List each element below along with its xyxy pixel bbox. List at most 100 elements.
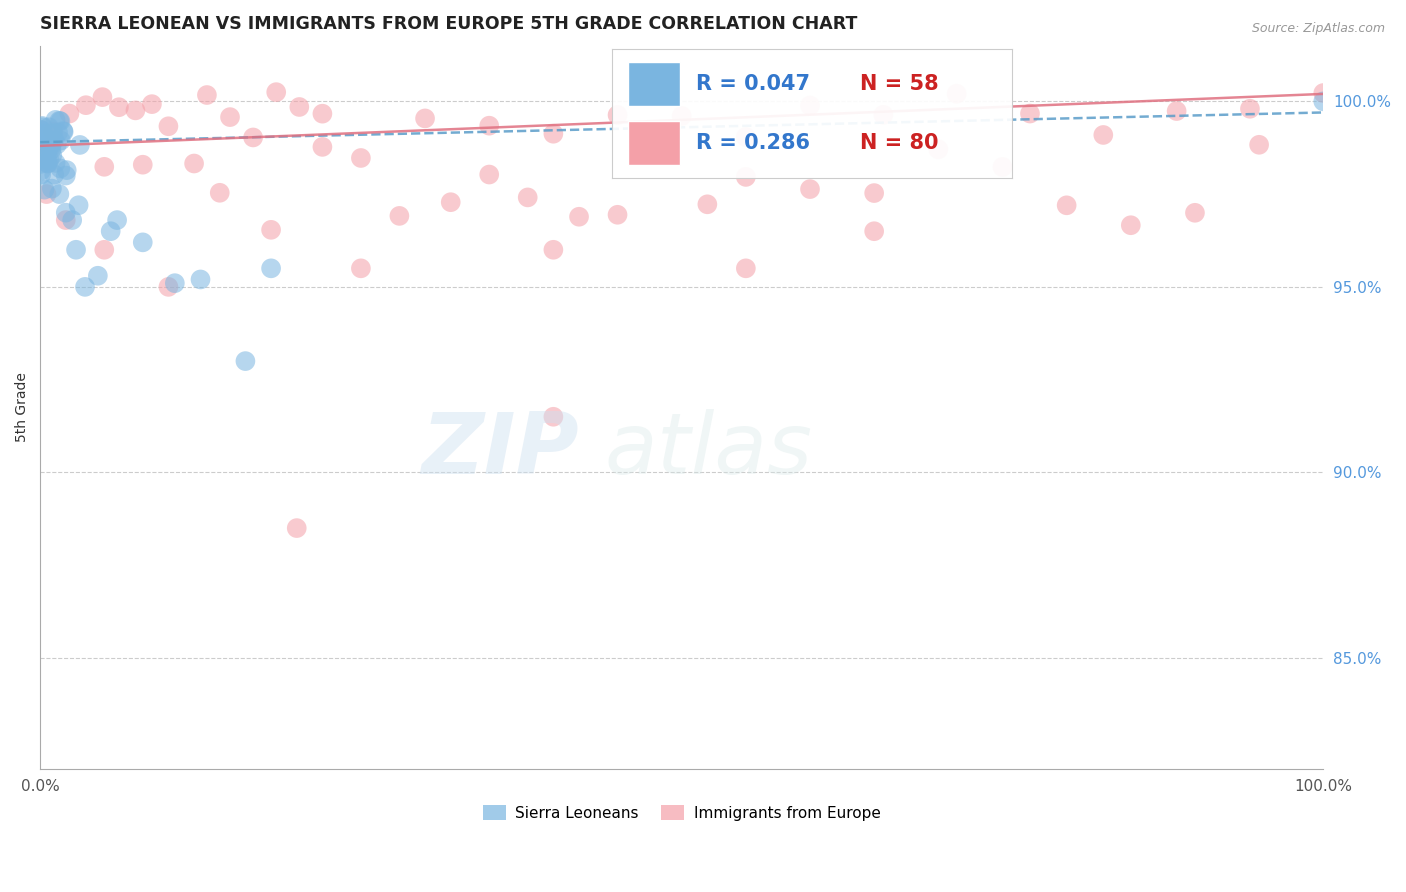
Point [734, 261, 756, 276]
Point [219, 110, 242, 124]
Point [1092, 128, 1115, 142]
Point [734, 169, 756, 184]
Point [34, 183, 56, 197]
Point [440, 195, 463, 210]
Point [30, 168, 52, 182]
Point [30, 123, 52, 137]
Point [42, 124, 65, 138]
Point [1019, 106, 1042, 120]
Point [696, 197, 718, 211]
Point [34, 153, 56, 167]
Point [41, 181, 63, 195]
Point [543, 127, 565, 141]
Point [157, 280, 180, 294]
Point [413, 112, 436, 126]
Point [671, 109, 693, 123]
Point [44, 133, 66, 147]
Point [606, 108, 628, 122]
Point [30, 123, 52, 137]
Point [73, 280, 96, 294]
Point [108, 100, 131, 114]
Point [606, 208, 628, 222]
Point [945, 87, 967, 101]
Point [31, 138, 53, 153]
Point [38, 120, 60, 135]
Point [141, 97, 163, 112]
Point [1249, 137, 1271, 152]
Point [927, 142, 949, 156]
Point [264, 85, 287, 99]
Point [41, 143, 63, 157]
Text: N = 80: N = 80 [860, 134, 939, 153]
Point [478, 168, 501, 182]
Point [60, 213, 83, 227]
Point [132, 158, 155, 172]
Point [75, 98, 97, 112]
Point [87, 268, 110, 283]
Bar [627, 121, 679, 166]
Point [163, 276, 186, 290]
Point [45, 137, 67, 152]
Text: atlas: atlas [605, 409, 813, 492]
Point [93, 243, 115, 257]
Point [35, 150, 58, 164]
Legend: Sierra Leoneans, Immigrants from Europe: Sierra Leoneans, Immigrants from Europe [477, 798, 887, 827]
Point [55, 163, 77, 178]
Point [260, 261, 283, 276]
Point [1312, 86, 1334, 100]
Point [543, 243, 565, 257]
Point [645, 144, 668, 158]
Point [1239, 102, 1261, 116]
Point [285, 521, 308, 535]
Point [67, 198, 90, 212]
Point [190, 272, 212, 286]
Point [46, 125, 69, 139]
Text: SIERRA LEONEAN VS IMMIGRANTS FROM EUROPE 5TH GRADE CORRELATION CHART: SIERRA LEONEAN VS IMMIGRANTS FROM EUROPE… [41, 15, 858, 33]
Point [38, 153, 60, 167]
Point [35, 134, 58, 148]
Point [35, 187, 58, 202]
Point [235, 354, 257, 368]
Point [41, 148, 63, 162]
Point [31, 120, 53, 135]
Point [44, 112, 66, 127]
Point [49, 134, 72, 148]
Point [734, 130, 756, 145]
Point [157, 120, 180, 134]
Point [799, 182, 821, 196]
Text: N = 58: N = 58 [860, 74, 939, 94]
Point [55, 213, 77, 227]
Point [516, 190, 538, 204]
Text: ZIP: ZIP [422, 409, 579, 492]
Point [37, 132, 59, 146]
Point [242, 130, 264, 145]
Text: R = 0.047: R = 0.047 [696, 74, 810, 94]
Point [100, 224, 122, 238]
Point [48, 187, 70, 202]
Text: R = 0.286: R = 0.286 [696, 134, 810, 153]
Bar [627, 62, 679, 106]
Point [991, 160, 1014, 174]
Point [195, 88, 218, 103]
Point [39, 135, 62, 149]
Point [65, 243, 87, 257]
Point [52, 125, 75, 139]
Point [863, 186, 886, 200]
Point [31, 119, 53, 133]
Point [1119, 219, 1142, 233]
Point [1312, 95, 1334, 109]
Point [872, 108, 894, 122]
Point [260, 223, 283, 237]
Point [288, 100, 311, 114]
Point [132, 235, 155, 250]
Point [49, 114, 72, 128]
Point [1166, 104, 1188, 119]
Point [48, 113, 70, 128]
Point [311, 140, 333, 154]
Point [58, 106, 80, 120]
Point [105, 213, 128, 227]
Point [55, 169, 77, 183]
Point [30, 163, 52, 178]
Point [543, 409, 565, 424]
Point [568, 210, 591, 224]
